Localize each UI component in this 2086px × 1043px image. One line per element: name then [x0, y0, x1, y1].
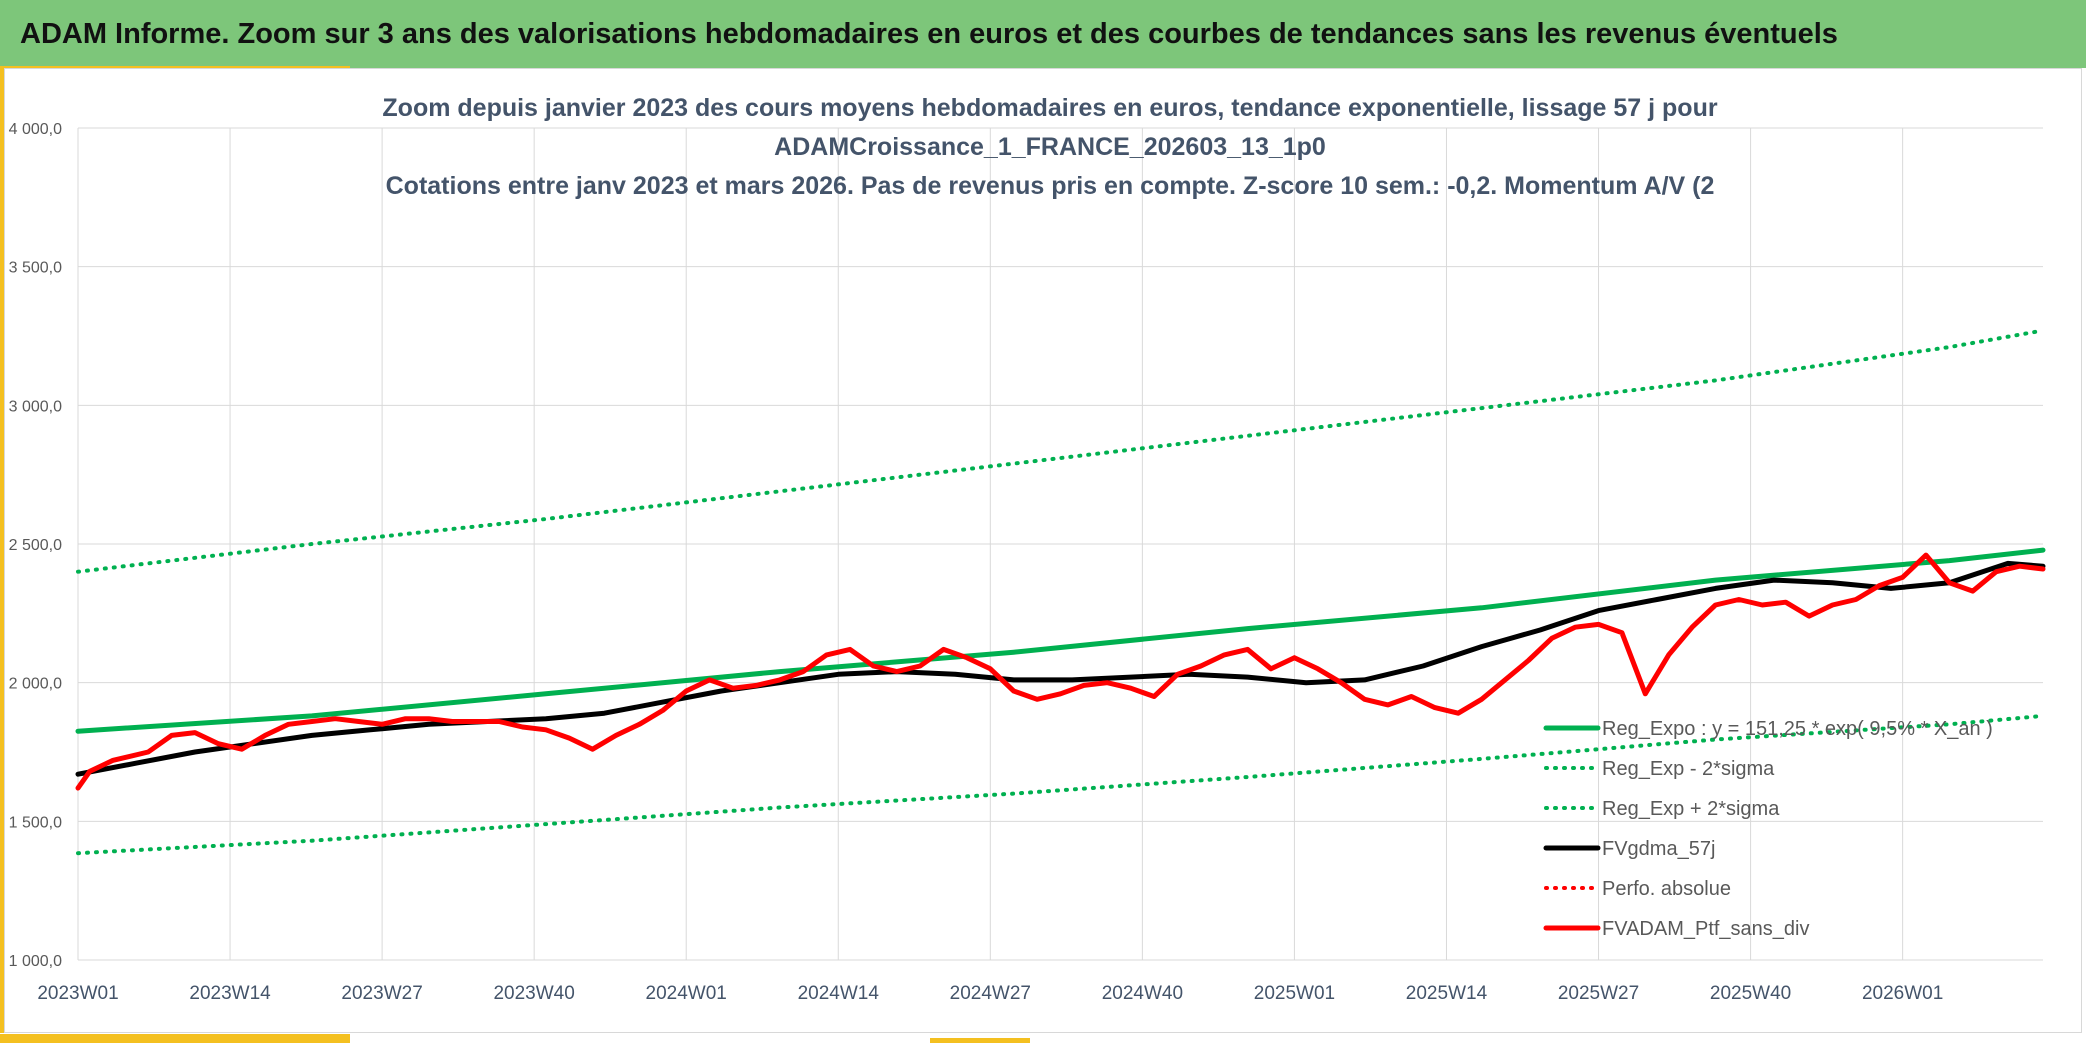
legend-label: Perfo. absolue: [1602, 878, 1731, 900]
axis-ticks: 1 000,0 1 500,0 2 000,0 2 500,0 3 000,0 3 500…: [9, 121, 1944, 1004]
chart-title-line: Zoom depuis janvier 2023 des cours moyen…: [382, 94, 1717, 122]
y-tick-label: 1 500,0: [9, 814, 62, 831]
x-tick-label: 2024W40: [1102, 983, 1183, 1004]
legend-label: Reg_Expo : y = 151,25 * exp( 9,5% * X_an…: [1602, 718, 1993, 740]
x-tick-label: 2025W40: [1710, 983, 1791, 1004]
x-tick-label: 2024W27: [950, 983, 1031, 1004]
plot-area: [75, 328, 2046, 856]
y-tick-label: 1 000,0: [9, 953, 62, 970]
x-tick-label: 2026W01: [1862, 983, 1943, 1004]
legend-label: FVADAM_Ptf_sans_div: [1602, 918, 1810, 940]
accent-bar-bottom-mid: [930, 1038, 1030, 1043]
chart-title-line: Cotations entre janv 2023 et mars 2026. …: [386, 172, 1715, 200]
x-tick-label: 2023W14: [189, 983, 271, 1004]
legend-label: Reg_Exp + 2*sigma: [1602, 798, 1780, 820]
series-line-0: [75, 547, 2046, 734]
series-line-5: [75, 552, 2046, 791]
series-line-1: [76, 713, 2045, 856]
x-tick-label: 2025W14: [1406, 983, 1488, 1004]
accent-bar-left: [0, 68, 6, 1033]
x-tick-label: 2023W40: [493, 983, 574, 1004]
y-tick-label: 2 000,0: [9, 676, 62, 693]
page-title: ADAM Informe. Zoom sur 3 ans des valoris…: [20, 17, 1838, 50]
accent-bar-bottom: [0, 1034, 350, 1043]
header-banner: ADAM Informe. Zoom sur 3 ans des valoris…: [0, 0, 2086, 68]
y-tick-label: 3 000,0: [9, 398, 62, 415]
chart-title: Zoom depuis janvier 2023 des cours moyen…: [382, 94, 1717, 200]
chart-frame: [4, 68, 2082, 1033]
series-line-3: [75, 560, 2046, 777]
y-tick-label: 3 500,0: [9, 260, 62, 277]
x-tick-label: 2023W01: [37, 983, 118, 1004]
series-line-2: [76, 328, 2045, 574]
x-tick-label: 2024W01: [646, 983, 727, 1004]
chart-title-line: ADAMCroissance_1_FRANCE_202603_13_1p0: [774, 133, 1326, 161]
legend-label: FVgdma_57j: [1602, 838, 1715, 860]
x-tick-label: 2025W27: [1558, 983, 1639, 1004]
y-tick-label: 2 500,0: [9, 537, 62, 554]
y-tick-label: 4 000,0: [9, 121, 62, 138]
grid: [77, 127, 2043, 961]
x-tick-label: 2025W01: [1254, 983, 1335, 1004]
legend: Reg_Expo : y = 151,25 * exp( 9,5% * X_an…: [1543, 718, 1993, 940]
x-tick-label: 2024W14: [798, 983, 880, 1004]
x-tick-label: 2023W27: [341, 983, 422, 1004]
legend-label: Reg_Exp - 2*sigma: [1602, 758, 1775, 780]
